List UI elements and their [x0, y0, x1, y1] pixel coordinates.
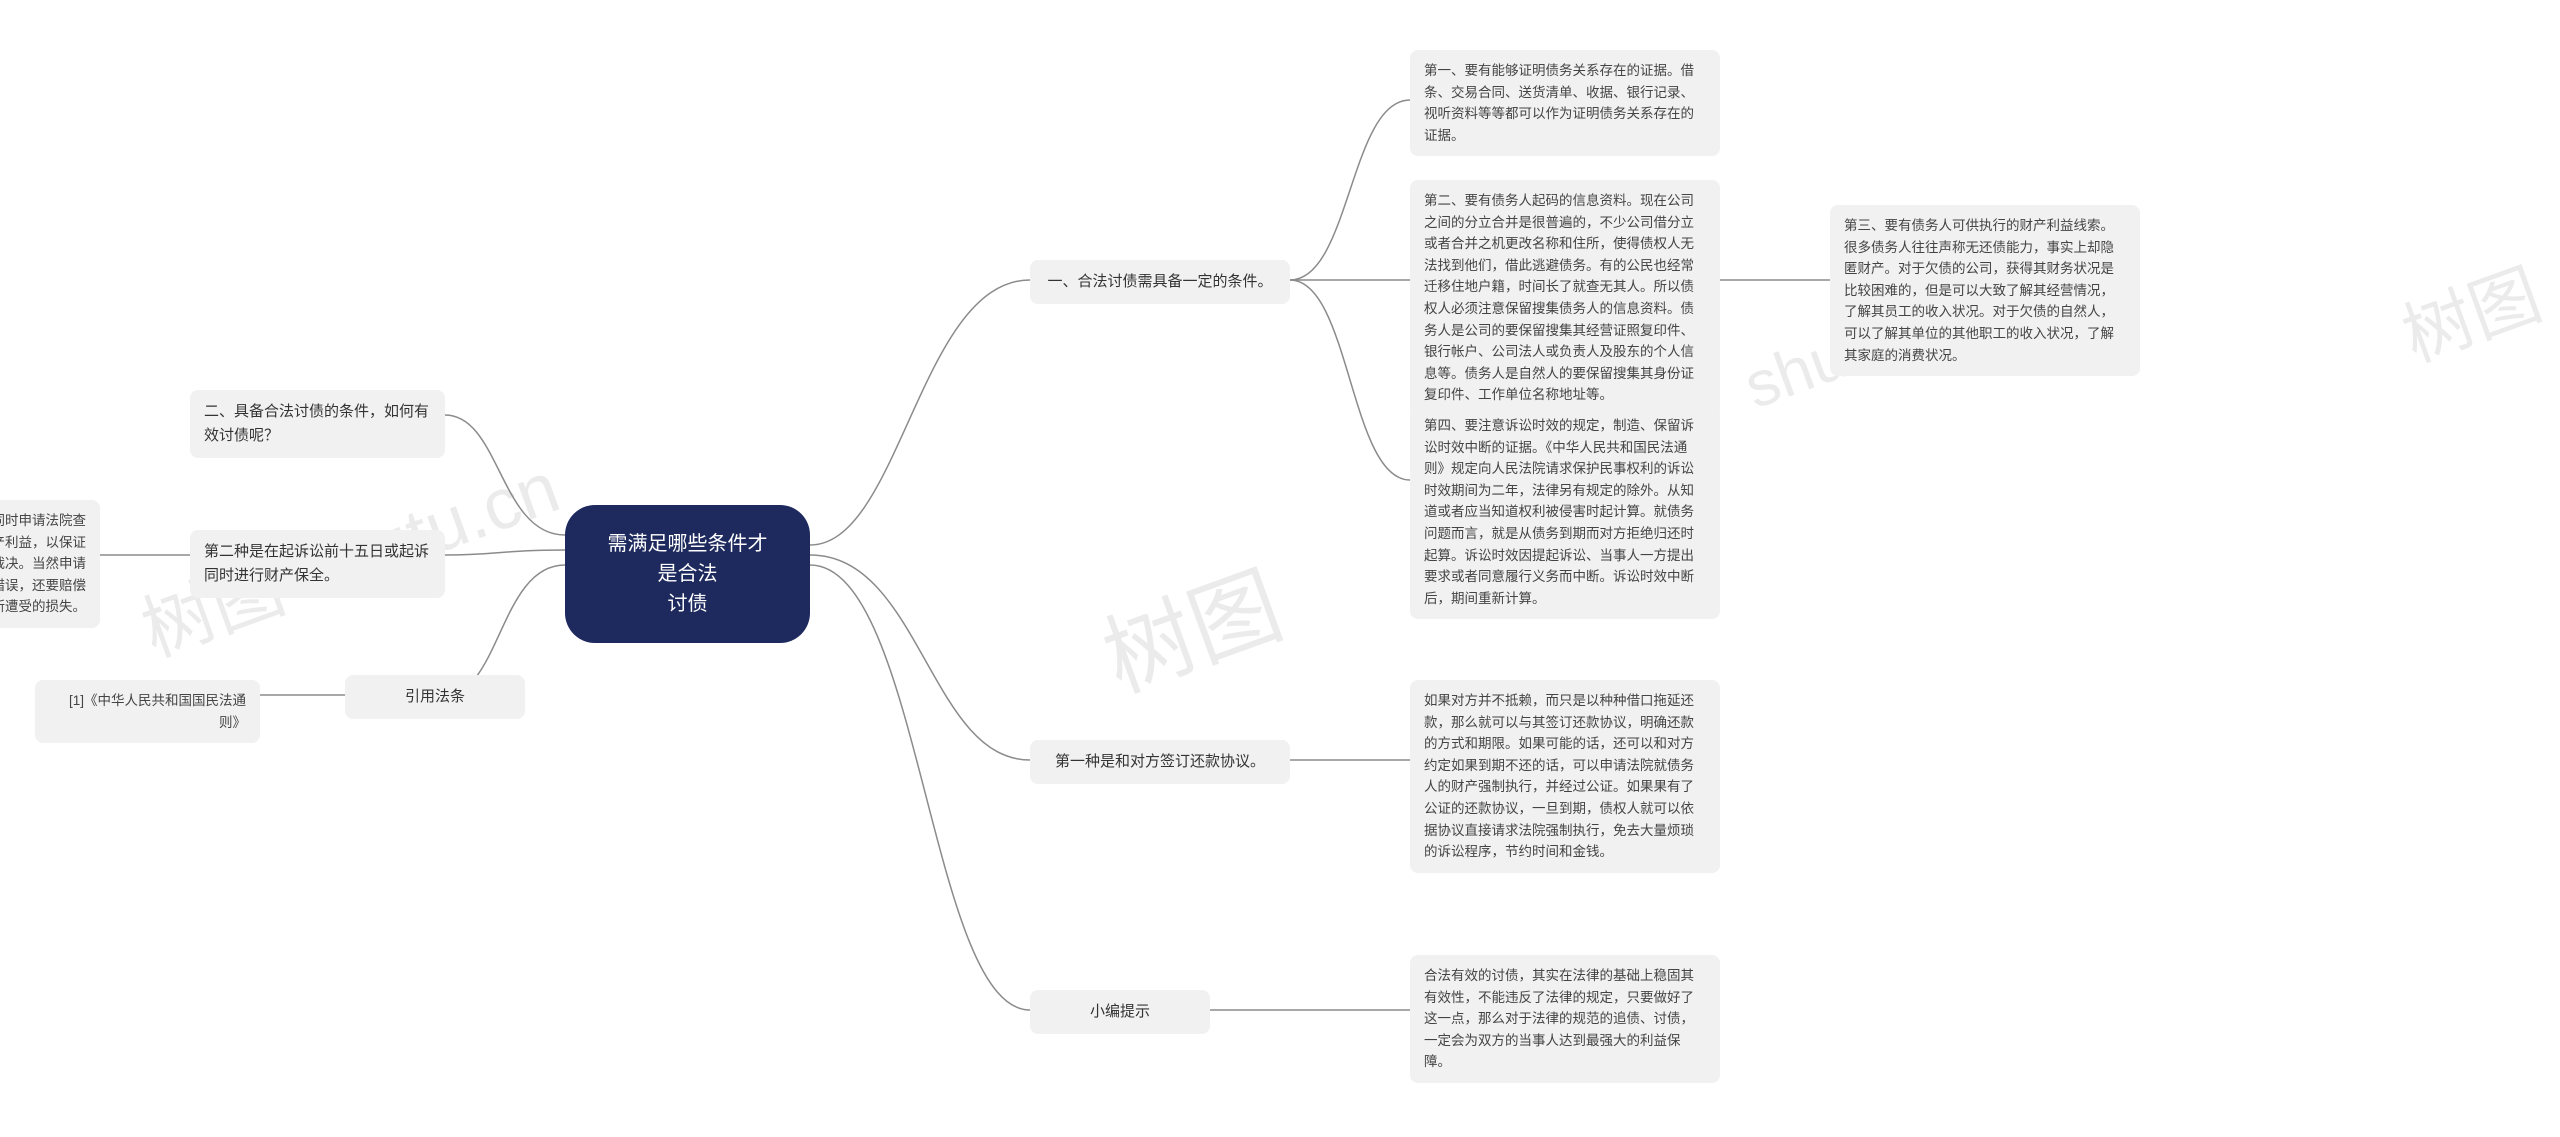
branch-left-1: 二、具备合法讨债的条件，如何有 效讨债呢？ [190, 390, 445, 458]
leaf-r2: 如果对方并不抵赖，而只是以种种借口拖延还款，那么就可以与其签订还款协议，明确还款… [1410, 680, 1720, 873]
leaf-r3: 合法有效的讨债，其实在法律的基础上稳固其有效性，不能违反了法律的规定，只要做好了… [1410, 955, 1720, 1083]
leaf-r1-2: 第二、要有债务人起码的信息资料。现在公司之间的分立合并是很普遍的，不少公司借分立… [1410, 180, 1720, 416]
branch-left-1-line1: 二、具备合法讨债的条件，如何有 [204, 400, 431, 424]
leaf-r1-1: 第一、要有能够证明债务关系存在的证据。借条、交易合同、送货清单、收据、银行记录、… [1410, 50, 1720, 156]
branch-right-3: 小编提示 [1030, 990, 1210, 1034]
watermark: 树图 [2387, 239, 2553, 382]
branch-left-2-line1: 第二种是在起诉讼前十五日或起诉 [204, 540, 431, 564]
branch-right-2: 第一种是和对方签订还款协议。 [1030, 740, 1290, 784]
branch-left-1-line2: 效讨债呢？ [204, 424, 431, 448]
watermark: 树图 [1083, 533, 1297, 717]
leaf-l2: 所谓财产保全就是在起诉前或同时申请法院查封、扣押、冻结被申请人的财产利益，以保证… [0, 500, 100, 628]
branch-left-2-line2: 同时进行财产保全。 [204, 564, 431, 588]
branch-left-2: 第二种是在起诉讼前十五日或起诉 同时进行财产保全。 [190, 530, 445, 598]
center-title-line1: 需满足哪些条件才是合法 [601, 529, 774, 589]
branch-right-1: 一、合法讨债需具备一定的条件。 [1030, 260, 1290, 304]
leaf-l3: [1]《中华人民共和国国民法通则》 [35, 680, 260, 743]
leaf-r1-2-sub: 第三、要有债务人可供执行的财产利益线索。很多债务人往往声称无还债能力，事实上却隐… [1830, 205, 2140, 376]
center-title-line2: 讨债 [601, 589, 774, 619]
mindmap-center: 需满足哪些条件才是合法 讨债 [565, 505, 810, 643]
leaf-r1-3: 第四、要注意诉讼时效的规定，制造、保留诉讼时效中断的证据。《中华人民共和国民法通… [1410, 405, 1720, 619]
branch-left-3: 引用法条 [345, 675, 525, 719]
